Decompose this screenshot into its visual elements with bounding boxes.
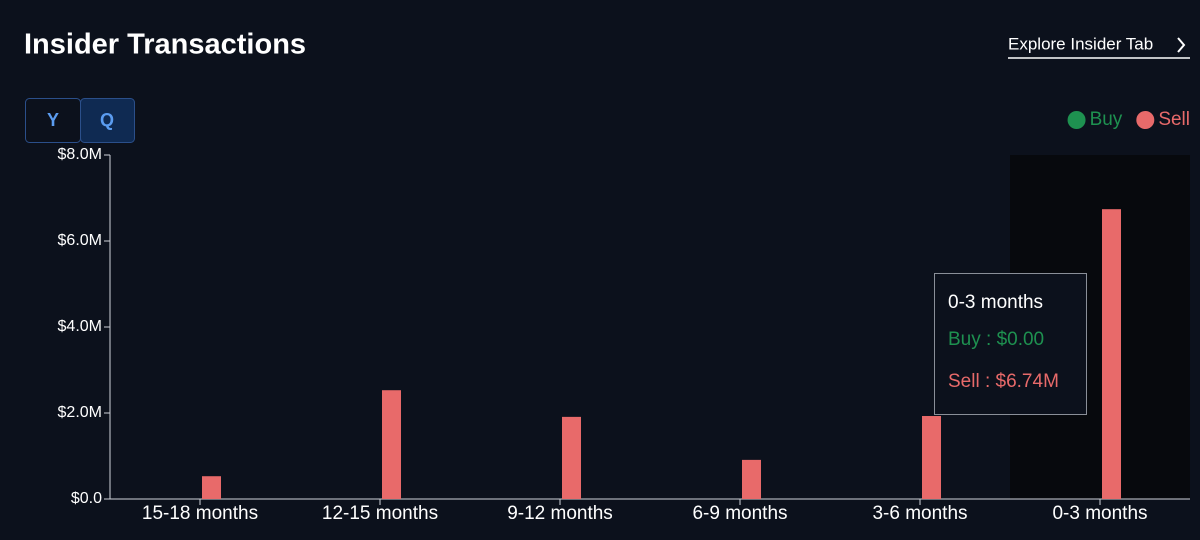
toggle-q[interactable]: [80, 98, 135, 143]
tooltip-title: 0-3 months: [948, 292, 1043, 313]
legend-label: Buy: [1090, 109, 1123, 130]
bar: [742, 459, 761, 499]
bar: [562, 416, 581, 499]
chevron-icon[interactable]: [1177, 37, 1186, 53]
bar: [922, 416, 941, 499]
explore-link[interactable]: Explore Insider Tab: [1008, 34, 1153, 53]
x-tick-label: 15-18 months: [142, 503, 258, 524]
toggle-label[interactable]: Y: [47, 110, 59, 130]
y-tick-label: $4.0M: [58, 318, 102, 335]
x-tick-label: 6-9 months: [692, 503, 787, 524]
x-tick-label: 12-15 months: [322, 503, 438, 524]
y-tick-label: $0.0: [71, 490, 102, 507]
tooltip: [934, 273, 1087, 415]
tooltip-sell: Sell : $6.74M: [948, 371, 1059, 392]
x-tick-label: 9-12 months: [507, 503, 613, 524]
tooltip-buy: Buy : $0.00: [948, 329, 1044, 350]
bar: [382, 390, 401, 499]
bar: [1102, 209, 1121, 499]
x-tick-label: 3-6 months: [872, 503, 967, 524]
legend-label: Sell: [1158, 109, 1190, 130]
y-tick-label: $8.0M: [58, 146, 102, 163]
toggle-label[interactable]: Q: [100, 110, 114, 130]
y-tick-label: $2.0M: [58, 404, 102, 421]
y-tick-label: $6.0M: [58, 232, 102, 249]
x-tick-label: 0-3 months: [1052, 503, 1147, 524]
legend-swatch: [1136, 111, 1155, 129]
title: Insider Transactions: [24, 29, 306, 61]
legend-swatch: [1067, 111, 1086, 129]
bar: [202, 476, 221, 499]
